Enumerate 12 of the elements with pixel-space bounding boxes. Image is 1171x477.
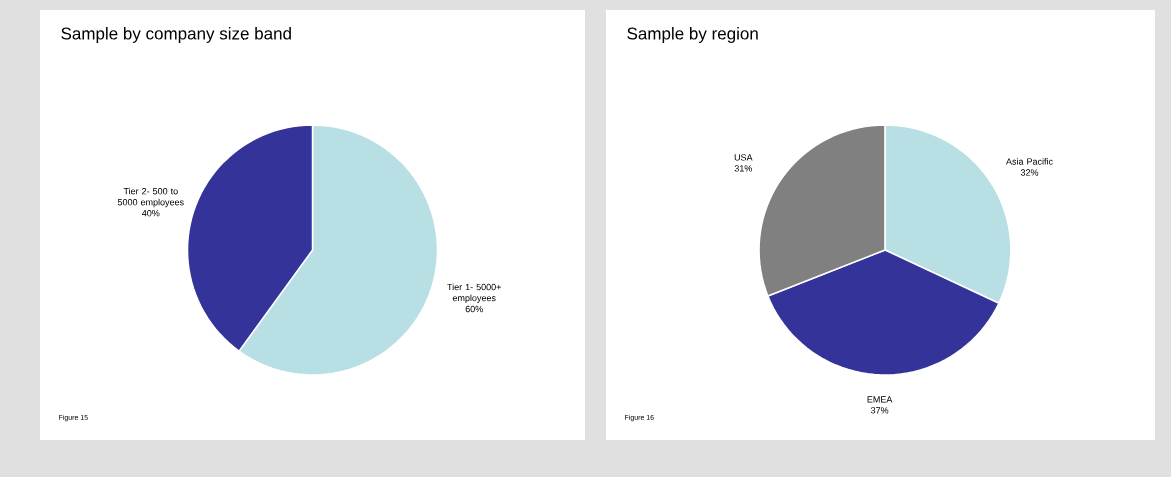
chart-title: Sample by company size band (61, 27, 291, 43)
data-label: 60% (465, 305, 483, 313)
data-label: 40% (142, 210, 160, 217)
slice-label: EMEA (867, 396, 893, 403)
slice-label: Tier 1- 5000+ employees (447, 283, 501, 303)
data-label: 31% (734, 165, 753, 172)
data-label: 32% (1020, 169, 1039, 176)
chart-title: Sample by region (627, 27, 758, 43)
slice-label: USA (734, 154, 753, 161)
slice-label: Tier 2- 500 to 5000 employees (117, 187, 184, 208)
data-label: 37% (870, 407, 889, 414)
slice-label: Asia Pacific (1006, 158, 1053, 165)
